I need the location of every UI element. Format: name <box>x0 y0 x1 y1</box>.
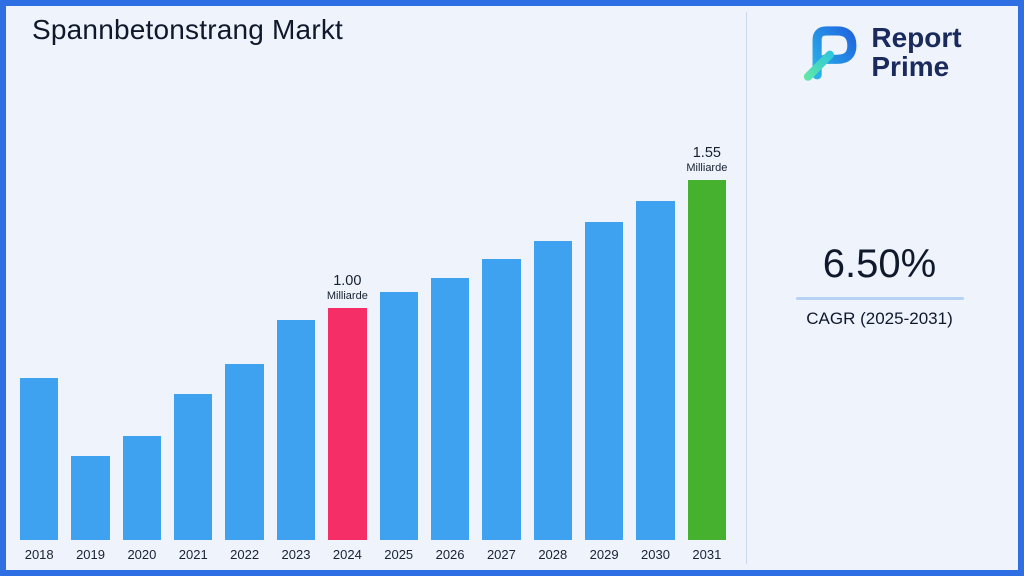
x-axis-label: 2027 <box>486 547 516 562</box>
x-axis-label: 2030 <box>641 547 670 562</box>
report-prime-logo-icon <box>804 26 857 81</box>
bar-2025 <box>379 292 418 540</box>
x-axis-label: 2022 <box>230 547 260 562</box>
x-axis-label: 2018 <box>24 547 54 562</box>
x-axis-label: 2026 <box>435 547 465 562</box>
bar-2022 <box>225 364 264 540</box>
cagr-value: 6.50% <box>822 242 937 286</box>
report-prime-logo: Report Prime <box>797 20 962 84</box>
report-prime-logo-text: Report Prime <box>871 21 962 82</box>
bar-column: 2022 <box>225 364 264 562</box>
right-panel: Report Prime 6.50% CAGR (2025-2031) <box>747 12 1012 564</box>
bar-column: 2028 <box>533 241 572 562</box>
bar-column: 2020 <box>122 436 162 562</box>
x-axis-label: 2031 <box>692 547 722 562</box>
cagr-underline <box>795 297 964 300</box>
bar-value-label: 1.55 <box>692 145 721 161</box>
x-axis-label: 2023 <box>281 547 311 562</box>
bar-2029 <box>584 222 624 540</box>
x-axis-label: 2024 <box>332 547 362 562</box>
bar-column: 2021 <box>174 394 213 562</box>
x-axis-label: 2025 <box>384 547 414 562</box>
bar-column: 2026 <box>430 278 470 562</box>
x-axis-label: 2021 <box>178 547 208 562</box>
bar-2028 <box>533 241 572 540</box>
x-axis-label: 2029 <box>589 547 619 562</box>
bar-chart: 2018 2019 2020 2021 2022 2023 1.00 Milliarde 202… <box>20 145 728 562</box>
bar-column: 2029 <box>584 222 624 562</box>
vertical-divider <box>746 12 747 564</box>
bar-value-label: 1.00 <box>333 273 362 289</box>
page-title: Spannbetonstrang Markt <box>32 14 344 45</box>
bar-2023 <box>276 320 316 540</box>
bar-column: 1.55 Milliarde 2031 <box>686 145 728 562</box>
cagr-label: CAGR (2025-2031) <box>806 309 953 328</box>
bar-column: 2027 <box>482 259 521 562</box>
bar-2018 <box>20 378 59 540</box>
bar-2021 <box>174 394 213 540</box>
bar-2019 <box>71 456 110 540</box>
bar-2026 <box>430 278 470 540</box>
bar-2031 <box>687 180 727 540</box>
x-axis-label: 2019 <box>76 547 105 562</box>
bar-column: 1.00 Milliarde 2024 <box>326 273 368 562</box>
bar-column: 2025 <box>379 292 418 562</box>
bar-column: 2030 <box>636 201 675 562</box>
logo-line2: Prime <box>871 51 950 82</box>
bar-2030 <box>636 201 675 540</box>
bar-unit-label: Milliarde <box>686 162 728 174</box>
x-axis-label: 2020 <box>127 547 157 562</box>
bar-2027 <box>482 259 521 540</box>
bar-unit-label: Milliarde <box>326 290 368 302</box>
bar-column: 2018 <box>20 378 59 562</box>
bar-column: 2023 <box>276 320 316 562</box>
bar-2020 <box>122 436 162 540</box>
bar-column: 2019 <box>71 456 110 562</box>
logo-line1: Report <box>871 21 962 53</box>
cagr-block: 6.50% CAGR (2025-2031) <box>795 242 964 329</box>
bar-2024 <box>328 308 367 540</box>
x-axis-label: 2028 <box>538 547 568 562</box>
